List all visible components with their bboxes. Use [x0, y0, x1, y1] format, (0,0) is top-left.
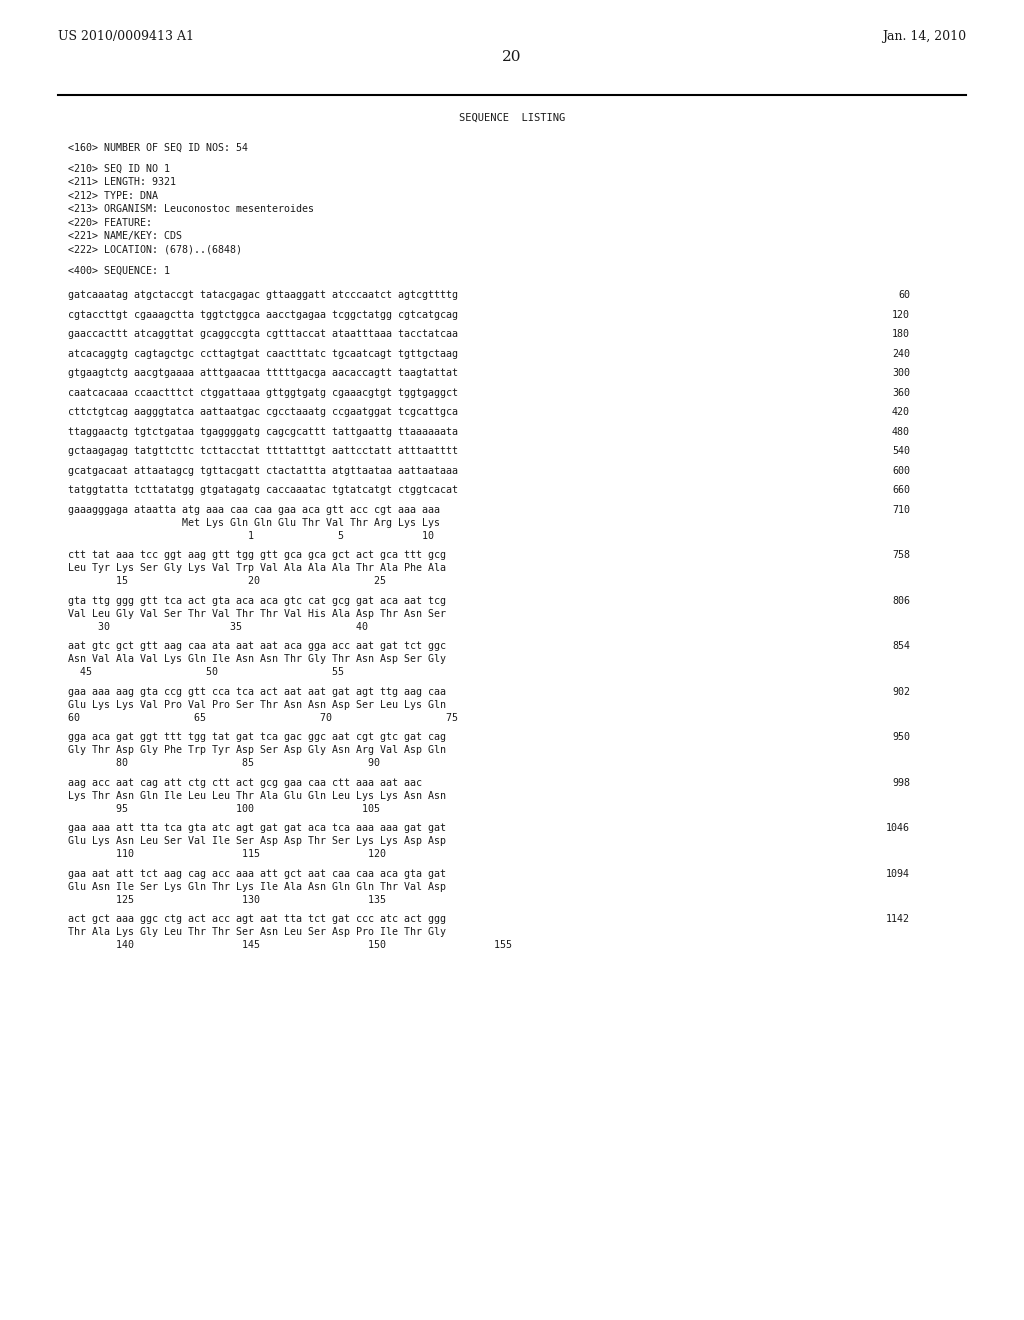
- Text: SEQUENCE  LISTING: SEQUENCE LISTING: [459, 114, 565, 123]
- Text: caatcacaaa ccaactttct ctggattaaa gttggtgatg cgaaacgtgt tggtgaggct: caatcacaaa ccaactttct ctggattaaa gttggtg…: [68, 388, 458, 397]
- Text: 180: 180: [892, 329, 910, 339]
- Text: 758: 758: [892, 550, 910, 560]
- Text: 300: 300: [892, 368, 910, 378]
- Text: Glu Lys Asn Leu Ser Val Ile Ser Asp Asp Thr Ser Lys Lys Asp Asp: Glu Lys Asn Leu Ser Val Ile Ser Asp Asp …: [68, 836, 446, 846]
- Text: aat gtc gct gtt aag caa ata aat aat aca gga acc aat gat tct ggc: aat gtc gct gtt aag caa ata aat aat aca …: [68, 642, 446, 651]
- Text: 80                   85                   90: 80 85 90: [68, 758, 380, 768]
- Text: atcacaggtg cagtagctgc ccttagtgat caactttatc tgcaatcagt tgttgctaag: atcacaggtg cagtagctgc ccttagtgat caacttt…: [68, 348, 458, 359]
- Text: 806: 806: [892, 595, 910, 606]
- Text: cgtaccttgt cgaaagctta tggtctggca aacctgagaa tcggctatgg cgtcatgcag: cgtaccttgt cgaaagctta tggtctggca aacctga…: [68, 310, 458, 319]
- Text: gga aca gat ggt ttt tgg tat gat tca gac ggc aat cgt gtc gat cag: gga aca gat ggt ttt tgg tat gat tca gac …: [68, 733, 446, 742]
- Text: 110                  115                  120: 110 115 120: [68, 849, 386, 859]
- Text: 120: 120: [892, 310, 910, 319]
- Text: Leu Tyr Lys Ser Gly Lys Val Trp Val Ala Ala Ala Thr Ala Phe Ala: Leu Tyr Lys Ser Gly Lys Val Trp Val Ala …: [68, 564, 446, 573]
- Text: gaa aat att tct aag cag acc aaa att gct aat caa caa aca gta gat: gaa aat att tct aag cag acc aaa att gct …: [68, 869, 446, 879]
- Text: 360: 360: [892, 388, 910, 397]
- Text: 600: 600: [892, 466, 910, 475]
- Text: gatcaaatag atgctaccgt tatacgagac gttaaggatt atcccaatct agtcgttttg: gatcaaatag atgctaccgt tatacgagac gttaagg…: [68, 290, 458, 300]
- Text: 140                  145                  150                  155: 140 145 150 155: [68, 940, 512, 950]
- Text: 1046: 1046: [886, 824, 910, 833]
- Text: Glu Asn Ile Ser Lys Gln Thr Lys Ile Ala Asn Gln Gln Thr Val Asp: Glu Asn Ile Ser Lys Gln Thr Lys Ile Ala …: [68, 882, 446, 891]
- Text: gctaagagag tatgttcttc tcttacctat ttttatttgt aattcctatt atttaatttt: gctaagagag tatgttcttc tcttacctat ttttatt…: [68, 446, 458, 457]
- Text: ctt tat aaa tcc ggt aag gtt tgg gtt gca gca gct act gca ttt gcg: ctt tat aaa tcc ggt aag gtt tgg gtt gca …: [68, 550, 446, 560]
- Text: gaa aaa aag gta ccg gtt cca tca act aat aat gat agt ttg aag caa: gaa aaa aag gta ccg gtt cca tca act aat …: [68, 686, 446, 697]
- Text: Jan. 14, 2010: Jan. 14, 2010: [882, 30, 966, 44]
- Text: gaaccacttt atcaggttat gcaggccgta cgtttaccat ataatttaaa tacctatcaa: gaaccacttt atcaggttat gcaggccgta cgtttac…: [68, 329, 458, 339]
- Text: 540: 540: [892, 446, 910, 457]
- Text: 20: 20: [502, 50, 522, 63]
- Text: ttaggaactg tgtctgataa tgaggggatg cagcgcattt tattgaattg ttaaaaaata: ttaggaactg tgtctgataa tgaggggatg cagcgca…: [68, 426, 458, 437]
- Text: 125                  130                  135: 125 130 135: [68, 895, 386, 904]
- Text: 950: 950: [892, 733, 910, 742]
- Text: 1094: 1094: [886, 869, 910, 879]
- Text: gaaagggaga ataatta atg aaa caa caa gaa aca gtt acc cgt aaa aaa: gaaagggaga ataatta atg aaa caa caa gaa a…: [68, 504, 440, 515]
- Text: <211> LENGTH: 9321: <211> LENGTH: 9321: [68, 177, 176, 187]
- Text: gaa aaa att tta tca gta atc agt gat gat aca tca aaa aaa gat gat: gaa aaa att tta tca gta atc agt gat gat …: [68, 824, 446, 833]
- Text: <212> TYPE: DNA: <212> TYPE: DNA: [68, 191, 158, 201]
- Text: Val Leu Gly Val Ser Thr Val Thr Thr Val His Ala Asp Thr Asn Ser: Val Leu Gly Val Ser Thr Val Thr Thr Val …: [68, 609, 446, 619]
- Text: cttctgtcag aagggtatca aattaatgac cgcctaaatg ccgaatggat tcgcattgca: cttctgtcag aagggtatca aattaatgac cgcctaa…: [68, 407, 458, 417]
- Text: 998: 998: [892, 777, 910, 788]
- Text: 45                   50                   55: 45 50 55: [68, 667, 344, 677]
- Text: 240: 240: [892, 348, 910, 359]
- Text: 1              5             10: 1 5 10: [68, 531, 434, 541]
- Text: Lys Thr Asn Gln Ile Leu Leu Thr Ala Glu Gln Leu Lys Lys Asn Asn: Lys Thr Asn Gln Ile Leu Leu Thr Ala Glu …: [68, 791, 446, 801]
- Text: 660: 660: [892, 486, 910, 495]
- Text: Met Lys Gln Gln Glu Thr Val Thr Arg Lys Lys: Met Lys Gln Gln Glu Thr Val Thr Arg Lys …: [68, 517, 440, 528]
- Text: <210> SEQ ID NO 1: <210> SEQ ID NO 1: [68, 164, 170, 174]
- Text: 902: 902: [892, 686, 910, 697]
- Text: aag acc aat cag att ctg ctt act gcg gaa caa ctt aaa aat aac: aag acc aat cag att ctg ctt act gcg gaa …: [68, 777, 422, 788]
- Text: 854: 854: [892, 642, 910, 651]
- Text: <160> NUMBER OF SEQ ID NOS: 54: <160> NUMBER OF SEQ ID NOS: 54: [68, 143, 248, 153]
- Text: gtgaagtctg aacgtgaaaa atttgaacaa tttttgacga aacaccagtt taagtattat: gtgaagtctg aacgtgaaaa atttgaacaa tttttga…: [68, 368, 458, 378]
- Text: 30                    35                   40: 30 35 40: [68, 622, 368, 632]
- Text: Asn Val Ala Val Lys Gln Ile Asn Asn Thr Gly Thr Asn Asp Ser Gly: Asn Val Ala Val Lys Gln Ile Asn Asn Thr …: [68, 655, 446, 664]
- Text: Thr Ala Lys Gly Leu Thr Thr Ser Asn Leu Ser Asp Pro Ile Thr Gly: Thr Ala Lys Gly Leu Thr Thr Ser Asn Leu …: [68, 927, 446, 937]
- Text: tatggtatta tcttatatgg gtgatagatg caccaaatac tgtatcatgt ctggtcacat: tatggtatta tcttatatgg gtgatagatg caccaaa…: [68, 486, 458, 495]
- Text: 420: 420: [892, 407, 910, 417]
- Text: <221> NAME/KEY: CDS: <221> NAME/KEY: CDS: [68, 231, 182, 242]
- Text: 480: 480: [892, 426, 910, 437]
- Text: 710: 710: [892, 504, 910, 515]
- Text: 60: 60: [898, 290, 910, 300]
- Text: 1142: 1142: [886, 915, 910, 924]
- Text: Glu Lys Lys Val Pro Val Pro Ser Thr Asn Asn Asp Ser Leu Lys Gln: Glu Lys Lys Val Pro Val Pro Ser Thr Asn …: [68, 700, 446, 710]
- Text: 60                   65                   70                   75: 60 65 70 75: [68, 713, 458, 722]
- Text: gta ttg ggg gtt tca act gta aca aca gtc cat gcg gat aca aat tcg: gta ttg ggg gtt tca act gta aca aca gtc …: [68, 595, 446, 606]
- Text: <213> ORGANISM: Leuconostoc mesenteroides: <213> ORGANISM: Leuconostoc mesenteroide…: [68, 205, 314, 214]
- Text: 95                  100                  105: 95 100 105: [68, 804, 380, 813]
- Text: 15                    20                   25: 15 20 25: [68, 576, 386, 586]
- Text: <220> FEATURE:: <220> FEATURE:: [68, 218, 152, 228]
- Text: Gly Thr Asp Gly Phe Trp Tyr Asp Ser Asp Gly Asn Arg Val Asp Gln: Gly Thr Asp Gly Phe Trp Tyr Asp Ser Asp …: [68, 746, 446, 755]
- Text: <222> LOCATION: (678)..(6848): <222> LOCATION: (678)..(6848): [68, 246, 242, 255]
- Text: <400> SEQUENCE: 1: <400> SEQUENCE: 1: [68, 265, 170, 276]
- Text: US 2010/0009413 A1: US 2010/0009413 A1: [58, 30, 194, 44]
- Text: act gct aaa ggc ctg act acc agt aat tta tct gat ccc atc act ggg: act gct aaa ggc ctg act acc agt aat tta …: [68, 915, 446, 924]
- Text: gcatgacaat attaatagcg tgttacgatt ctactattta atgttaataa aattaataaa: gcatgacaat attaatagcg tgttacgatt ctactat…: [68, 466, 458, 475]
